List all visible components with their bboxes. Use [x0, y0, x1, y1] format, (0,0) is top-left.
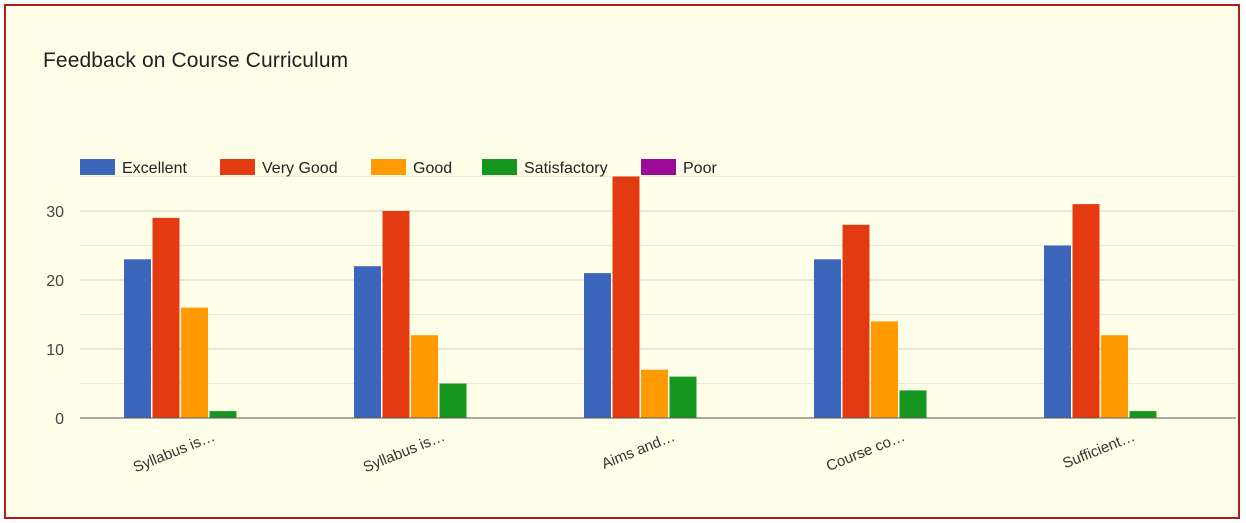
bars: [124, 176, 1157, 419]
legend-item[interactable]: Very Good: [220, 159, 338, 177]
chart-title: Feedback on Course Curriculum: [43, 49, 349, 72]
x-category-label: Sufficient…: [1060, 428, 1137, 472]
bar[interactable]: [439, 383, 467, 419]
bar[interactable]: [871, 321, 898, 418]
legend-label: Good: [413, 160, 452, 177]
x-category-label: Syllabus is…: [131, 428, 218, 476]
bar[interactable]: [641, 369, 668, 418]
legend-item[interactable]: Poor: [641, 159, 717, 177]
bar[interactable]: [612, 176, 640, 419]
gridlines: [80, 176, 1236, 384]
legend-label: Satisfactory: [524, 160, 608, 177]
legend[interactable]: Excellent Very Good Good Satisfactory Poor: [80, 159, 717, 177]
legend-item[interactable]: Satisfactory: [482, 159, 608, 177]
legend-swatch: [80, 159, 115, 175]
bar[interactable]: [152, 217, 180, 418]
y-tick-label: 10: [46, 342, 64, 359]
legend-item[interactable]: Good: [371, 159, 452, 177]
legend-swatch: [220, 159, 255, 175]
bar[interactable]: [842, 224, 870, 418]
y-tick-label: 30: [46, 204, 64, 221]
bar[interactable]: [669, 376, 697, 418]
y-tick-label: 20: [46, 273, 64, 290]
bar[interactable]: [382, 211, 410, 418]
bar[interactable]: [354, 266, 381, 418]
bar[interactable]: [1072, 204, 1100, 418]
x-category-label: Aims and…: [599, 428, 677, 473]
legend-swatch: [641, 159, 676, 175]
x-category-label: Syllabus is…: [361, 428, 448, 476]
y-tick-label: 0: [55, 411, 64, 428]
legend-item[interactable]: Excellent: [80, 159, 187, 177]
legend-label: Very Good: [262, 160, 338, 177]
y-axis-ticks: 0 10 20 30: [46, 204, 64, 428]
legend-label: Excellent: [122, 160, 187, 177]
bar[interactable]: [181, 307, 208, 418]
x-category-label: Course co…: [824, 428, 908, 475]
legend-swatch: [482, 159, 517, 175]
bar[interactable]: [1101, 335, 1128, 418]
bar[interactable]: [1044, 245, 1071, 419]
x-axis-labels: Syllabus is… Syllabus is… Aims and… Course …: [131, 428, 1138, 476]
legend-swatch: [371, 159, 406, 175]
bar[interactable]: [124, 259, 151, 418]
bar[interactable]: [1129, 411, 1157, 418]
bar[interactable]: [814, 259, 841, 418]
bar[interactable]: [899, 390, 927, 418]
bar[interactable]: [209, 411, 237, 418]
bar[interactable]: [411, 335, 438, 418]
bar[interactable]: [584, 273, 611, 418]
legend-label: Poor: [683, 160, 717, 177]
